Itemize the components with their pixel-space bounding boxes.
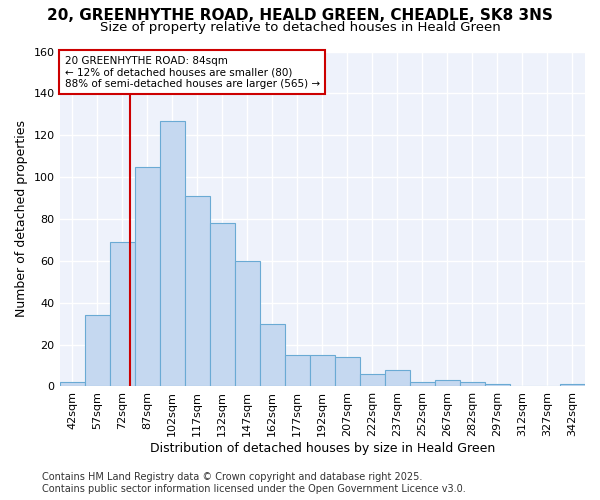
Bar [310, 355, 335, 386]
Bar [185, 196, 209, 386]
X-axis label: Distribution of detached houses by size in Heald Green: Distribution of detached houses by size … [149, 442, 495, 455]
Bar [560, 384, 585, 386]
Text: 20, GREENHYTHE ROAD, HEALD GREEN, CHEADLE, SK8 3NS: 20, GREENHYTHE ROAD, HEALD GREEN, CHEADL… [47, 8, 553, 22]
Bar [410, 382, 435, 386]
Bar [460, 382, 485, 386]
Bar [59, 382, 85, 386]
Bar [110, 242, 134, 386]
Bar [385, 370, 410, 386]
Text: Contains HM Land Registry data © Crown copyright and database right 2025.
Contai: Contains HM Land Registry data © Crown c… [42, 472, 466, 494]
Y-axis label: Number of detached properties: Number of detached properties [15, 120, 28, 318]
Bar [260, 324, 285, 386]
Text: 20 GREENHYTHE ROAD: 84sqm
← 12% of detached houses are smaller (80)
88% of semi-: 20 GREENHYTHE ROAD: 84sqm ← 12% of detac… [65, 56, 320, 89]
Text: Size of property relative to detached houses in Heald Green: Size of property relative to detached ho… [100, 21, 500, 34]
Bar [134, 166, 160, 386]
Bar [485, 384, 510, 386]
Bar [285, 355, 310, 386]
Bar [209, 223, 235, 386]
Bar [335, 357, 360, 386]
Bar [160, 120, 185, 386]
Bar [235, 261, 260, 386]
Bar [435, 380, 460, 386]
Bar [85, 316, 110, 386]
Bar [360, 374, 385, 386]
